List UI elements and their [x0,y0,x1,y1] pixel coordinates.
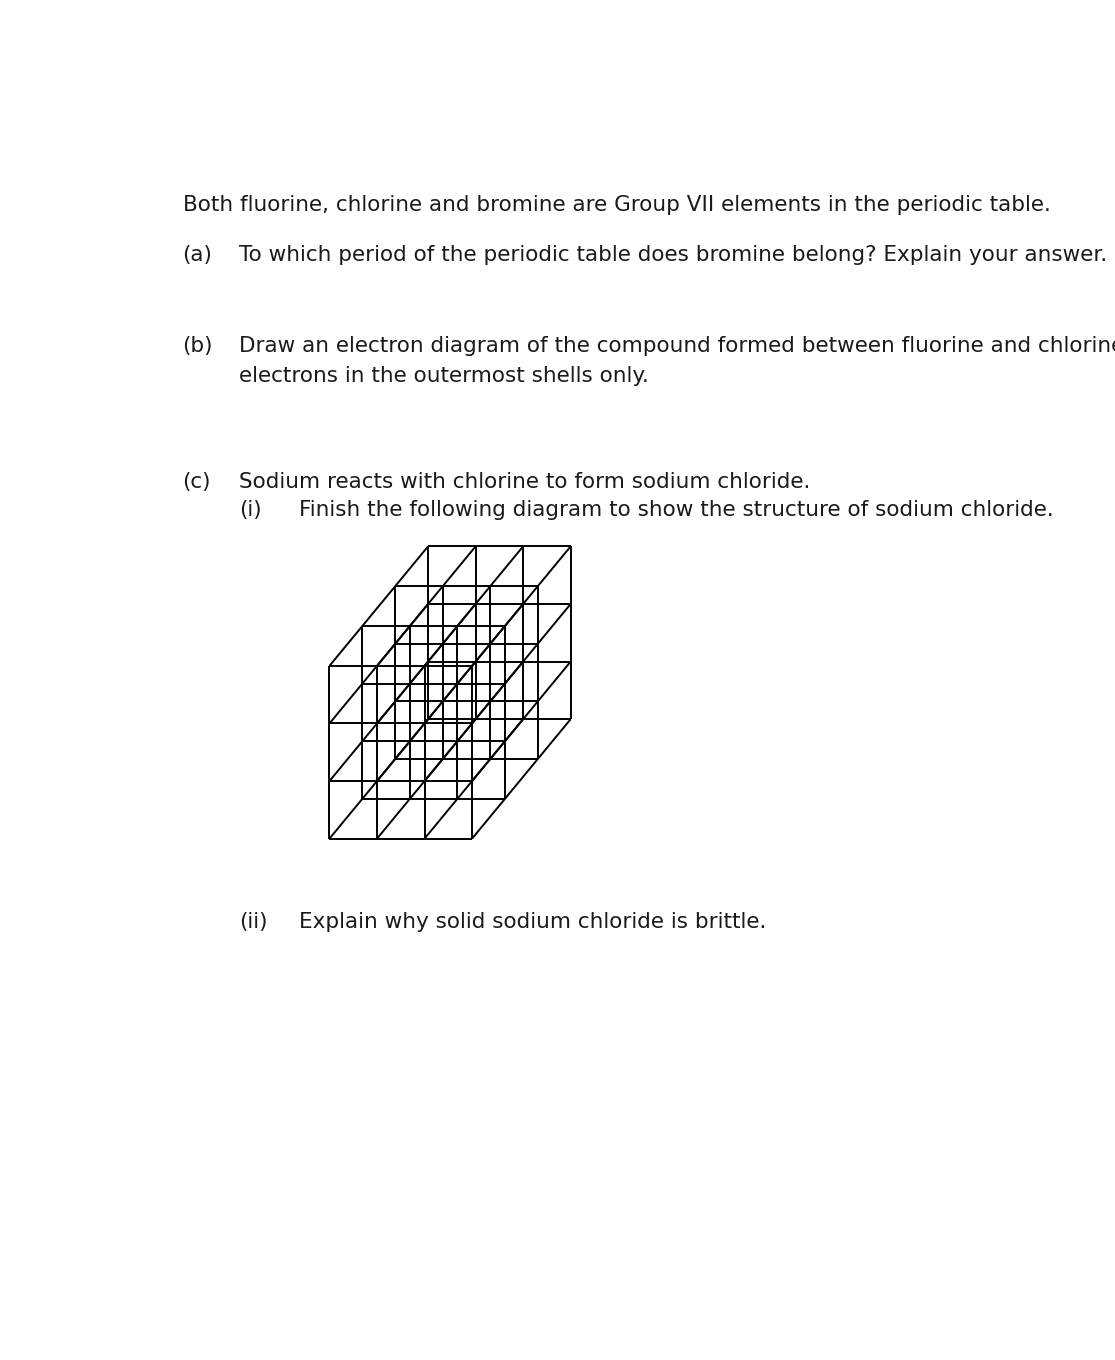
Text: Finish the following diagram to show the structure of sodium chloride.: Finish the following diagram to show the… [299,500,1054,521]
Text: Draw an electron diagram of the compound formed between fluorine and chlorine, s: Draw an electron diagram of the compound… [239,336,1115,356]
Text: electrons in the outermost shells only.: electrons in the outermost shells only. [239,366,649,386]
Text: Sodium reacts with chlorine to form sodium chloride.: Sodium reacts with chlorine to form sodi… [239,472,811,492]
Text: Both fluorine, chlorine and bromine are Group VII elements in the periodic table: Both fluorine, chlorine and bromine are … [183,194,1050,215]
Text: (i): (i) [239,500,261,521]
Text: Explain why solid sodium chloride is brittle.: Explain why solid sodium chloride is bri… [299,913,767,932]
Text: (a): (a) [183,245,213,265]
Text: (b): (b) [183,336,213,356]
Text: (c): (c) [183,472,211,492]
Text: (ii): (ii) [239,913,268,932]
Text: To which period of the periodic table does bromine belong? Explain your answer.: To which period of the periodic table do… [239,245,1107,265]
